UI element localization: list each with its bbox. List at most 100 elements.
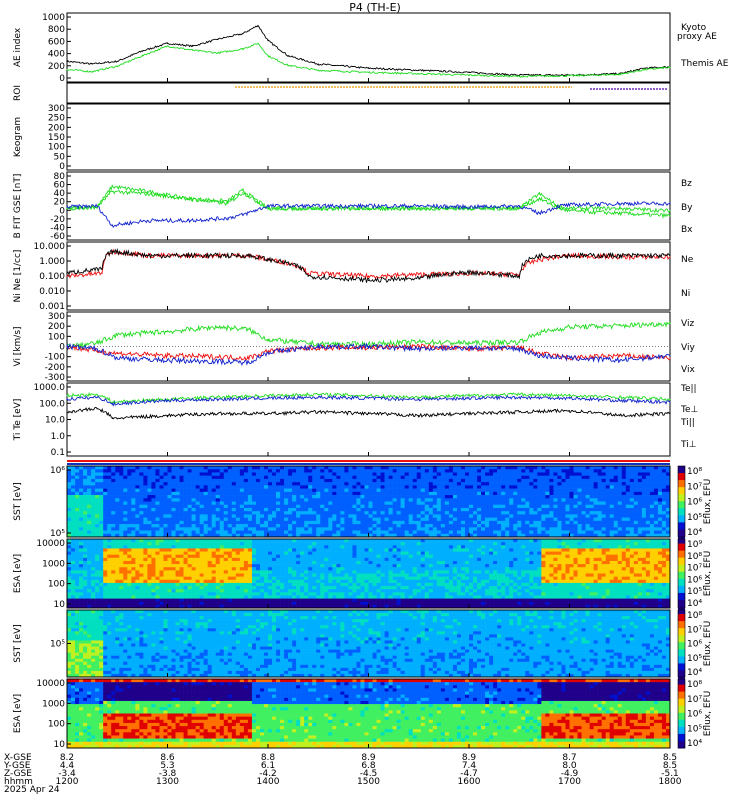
dens-series-1 bbox=[66, 248, 671, 283]
esa_i-ytick-label: 10000 bbox=[36, 679, 65, 689]
sst_e-colorbar-title: Eflux, EFU bbox=[703, 479, 713, 525]
keo-ytick-label: 300 bbox=[48, 104, 65, 114]
esa_i-ytick-label: 10 bbox=[54, 740, 66, 750]
colorbar-cell bbox=[678, 501, 685, 509]
temp-ytick-label: 1000.0 bbox=[34, 383, 66, 393]
bfield-ytick-label: -20 bbox=[50, 215, 65, 225]
sst_e-ylabel: SST [eV] bbox=[13, 482, 23, 521]
ae-ytick-label: 200 bbox=[48, 62, 65, 72]
ae-ytick-label: 0 bbox=[59, 74, 65, 84]
colorbar-cell bbox=[678, 564, 685, 573]
ae-ylabel: AE index bbox=[13, 27, 23, 67]
colorbar-cell bbox=[678, 592, 685, 601]
colorbar-cell bbox=[678, 684, 685, 693]
vel-ytick-label: 100 bbox=[48, 332, 65, 342]
colorbar-cell bbox=[678, 480, 685, 488]
vel-point bbox=[619, 325, 621, 327]
colorbar-cell bbox=[678, 635, 685, 643]
colorbar-cell bbox=[678, 599, 685, 608]
colorbar-cell bbox=[678, 571, 685, 580]
bfield-ytick-label: -40 bbox=[50, 223, 65, 233]
bfield-legend-2: Bx bbox=[681, 225, 693, 235]
colorbar-cell bbox=[678, 529, 685, 537]
xaxis-tick-label: 1300 bbox=[156, 777, 179, 787]
temp-point bbox=[66, 395, 68, 397]
bfield-ytick-label: 0 bbox=[59, 206, 65, 216]
ae-ytick-label: 800 bbox=[48, 25, 65, 35]
sst_e-colorbar-label: 10⁵ bbox=[687, 513, 702, 523]
esa_i-ylabel: ESA [eV] bbox=[13, 694, 23, 733]
keo-ytick-label: 200 bbox=[48, 123, 65, 133]
esa_e-ytick-label: 100 bbox=[48, 580, 65, 590]
vel-ytick-label: -100 bbox=[45, 353, 66, 363]
colorbar-cell bbox=[678, 733, 685, 742]
esa_e-colorbar-label: 10⁴ bbox=[687, 599, 702, 609]
dens-legend-1: Ni bbox=[681, 289, 690, 299]
sst_i-spectrogram bbox=[67, 610, 671, 678]
colorbar-cell bbox=[678, 712, 685, 721]
bfield-point bbox=[619, 202, 621, 205]
bfield-ytick-label: 60 bbox=[54, 181, 66, 191]
ae-legend-0: Kyoto bbox=[681, 23, 707, 33]
keo-ytick-label: 150 bbox=[48, 133, 65, 143]
colorbar-cell bbox=[678, 719, 685, 728]
sst_i-colorbar-label: 10⁵ bbox=[687, 654, 702, 664]
vel-ytick-label: 200 bbox=[48, 322, 65, 332]
esa_i-colorbar-title: Eflux, EFU bbox=[703, 691, 713, 737]
esa_e-colorbar-title: Eflux, EFU bbox=[703, 551, 713, 597]
vel-ytick-label: 300 bbox=[48, 312, 65, 322]
colorbar-cell bbox=[678, 642, 685, 650]
esa_i-colorbar-label: 10⁴ bbox=[687, 739, 702, 749]
roi-ylabel: ROI bbox=[13, 85, 23, 101]
colorbar-cell bbox=[678, 494, 685, 502]
bfield-point bbox=[242, 191, 244, 193]
colorbar-cell bbox=[678, 705, 685, 714]
temp-ytick-label: 10.0 bbox=[45, 416, 65, 426]
vel-ylabel: Vi [km/s] bbox=[13, 326, 23, 366]
bfield-legend-0: Bz bbox=[681, 179, 692, 189]
colorbar-cell bbox=[678, 515, 685, 523]
esa_i-ytick-label: 100 bbox=[48, 720, 65, 730]
temp-series-2 bbox=[66, 406, 671, 420]
xaxis-tick-label: 1200 bbox=[56, 777, 79, 787]
colorbar-cell bbox=[678, 473, 685, 481]
dens-legend-0: Ne bbox=[681, 255, 694, 265]
colorbar-cell bbox=[678, 726, 685, 735]
esa_i-ytick-label: 1000 bbox=[42, 699, 65, 709]
colorbar-cell bbox=[678, 578, 685, 587]
colorbar-cell bbox=[678, 508, 685, 516]
colorbar-cell bbox=[678, 487, 685, 495]
temp-ytick-label: 1.0 bbox=[51, 432, 66, 442]
sst_e-colorbar-label: 10⁶ bbox=[687, 498, 702, 508]
sst_e-colorbar-label: 10⁷ bbox=[687, 482, 702, 492]
esa_e-ylabel: ESA [eV] bbox=[13, 554, 23, 593]
sst_i-colorbar-label: 10⁷ bbox=[687, 625, 702, 635]
sst_e-ytick-label: 10⁵ bbox=[50, 529, 65, 539]
colorbar-cell bbox=[678, 585, 685, 594]
sst_i-ylabel: SST [eV] bbox=[13, 624, 23, 663]
temp-legend-1: Te⊥ bbox=[680, 405, 699, 415]
bfield-ytick-label: 80 bbox=[54, 172, 66, 182]
esa_e-colorbar-label: 10⁹ bbox=[687, 540, 702, 550]
ae-ytick-label: 400 bbox=[48, 50, 65, 60]
keo-ytick-label: 100 bbox=[48, 143, 65, 153]
sst_e-ytick-label: 10⁶ bbox=[50, 466, 65, 476]
keo-ytick-label: 50 bbox=[54, 152, 66, 162]
colorbar-cell bbox=[678, 628, 685, 636]
esa_e-colorbar-label: 10⁵ bbox=[687, 587, 702, 597]
vel-point bbox=[669, 357, 671, 359]
dens-ytick-label: 0.010 bbox=[39, 287, 65, 297]
colorbar-cell bbox=[678, 522, 685, 530]
figure-title: P4 (TH-E) bbox=[349, 1, 401, 14]
sst_i-colorbar-label: 10⁴ bbox=[687, 668, 702, 678]
temp-frame bbox=[66, 382, 671, 457]
dens-ytick-label: 0.100 bbox=[39, 272, 65, 282]
keo-frame bbox=[66, 103, 671, 171]
dens-ylabel: Ni Ne [1/cc] bbox=[13, 250, 23, 303]
vel-ytick-label: -300 bbox=[45, 373, 66, 383]
esa_e-ytick-label: 10 bbox=[54, 600, 66, 610]
colorbar-cell bbox=[678, 543, 685, 552]
vel-ytick-label: 0 bbox=[59, 343, 65, 353]
ae-series-1 bbox=[66, 42, 671, 78]
